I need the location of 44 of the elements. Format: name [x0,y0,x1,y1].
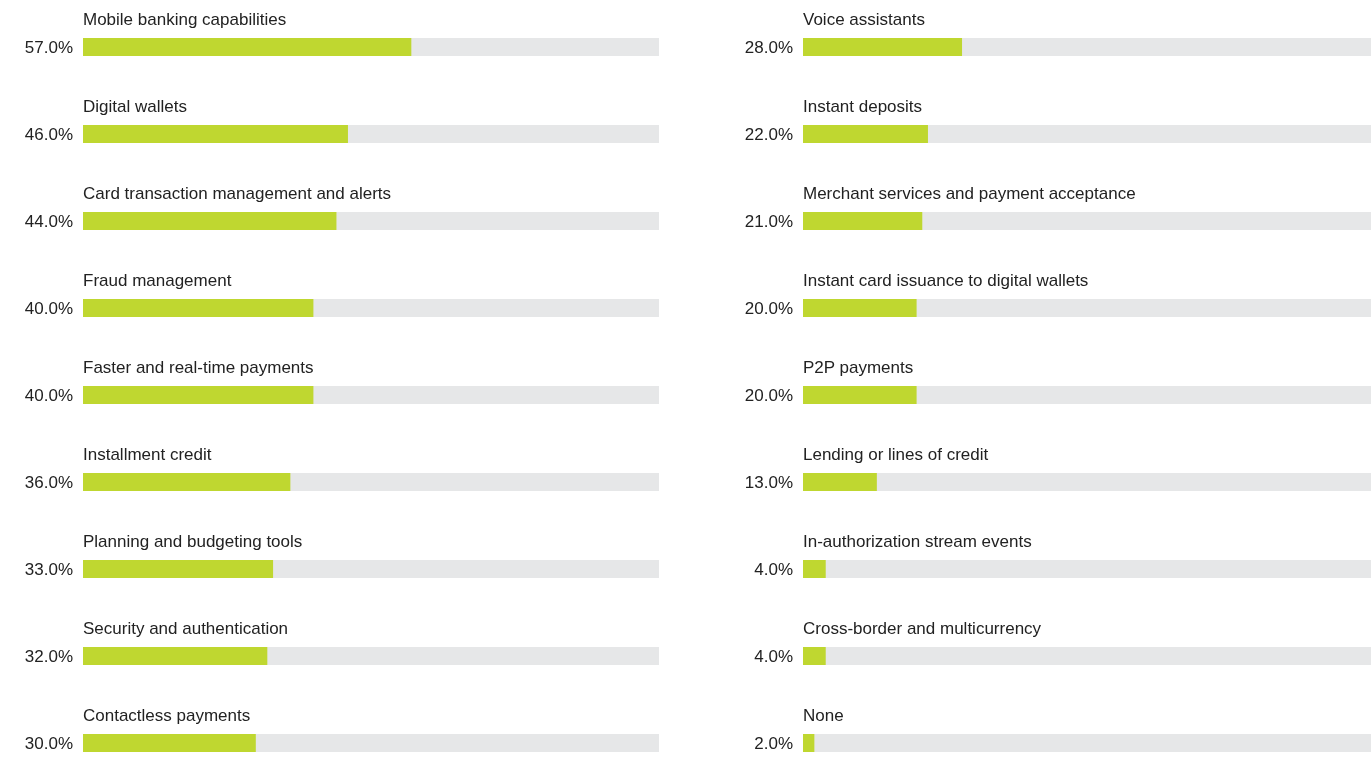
y-tick-label: Merchant services and payment acceptance [803,184,1136,203]
data-label: 32.0% [24,646,73,666]
data-label: 40.0% [24,298,73,318]
data-label: 57.0% [24,37,73,57]
y-tick-label: Instant card issuance to digital wallets [803,271,1089,290]
bar [803,473,877,491]
data-label: 40.0% [24,385,73,405]
data-label: 28.0% [744,37,793,57]
bar [803,299,917,317]
data-label: 21.0% [744,211,793,231]
data-label: 30.0% [24,733,73,753]
y-tick-label: Installment credit [83,445,212,464]
y-tick-label: Planning and budgeting tools [83,532,303,551]
y-tick-label: Mobile banking capabilities [83,10,287,29]
data-label: 22.0% [744,124,793,144]
bar [803,386,917,404]
y-tick-label: Lending or lines of credit [803,445,989,464]
data-label: 20.0% [744,298,793,318]
y-tick-label: P2P payments [803,358,914,377]
bar [803,212,923,230]
data-label: 4.0% [754,559,793,579]
y-tick-label: Voice assistants [803,10,925,29]
bar [803,647,826,665]
data-label: 33.0% [24,559,73,579]
data-label: 20.0% [744,385,793,405]
data-label: 13.0% [744,472,793,492]
y-tick-label: Digital wallets [83,97,187,116]
data-label: 36.0% [24,472,73,492]
data-label: 44.0% [24,211,73,231]
y-tick-label: Instant deposits [803,97,923,116]
data-label: 46.0% [24,124,73,144]
data-label: 2.0% [754,733,793,753]
y-tick-label: Card transaction management and alerts [83,184,392,203]
y-tick-label: Faster and real-time payments [83,358,314,377]
bar [803,125,928,143]
bar [803,560,826,578]
y-tick-label: None [803,706,844,725]
y-tick-label: Contactless payments [83,706,251,725]
y-tick-label: Fraud management [83,271,232,290]
y-tick-label: Security and authentication [83,619,289,638]
y-tick-label: Cross-border and multicurrency [803,619,1042,638]
bar [803,734,815,752]
data-label: 4.0% [754,646,793,666]
y-tick-label: In-authorization stream events [803,532,1032,551]
